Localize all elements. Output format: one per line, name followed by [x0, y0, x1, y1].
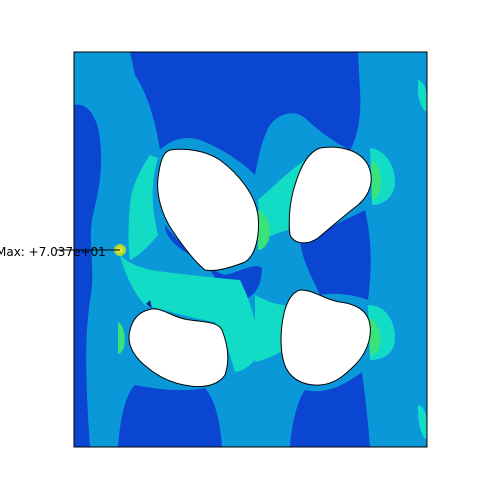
high-band-top-ligament	[258, 160, 305, 240]
high-band-right-middle	[255, 295, 285, 362]
low-band-left	[74, 104, 102, 447]
hole-bottom-left	[128, 308, 229, 388]
high-band-middle	[120, 255, 261, 372]
peak-band-right-bottom	[370, 318, 381, 355]
high-band-edge-bottom	[418, 405, 427, 440]
peak-band-top-ligament	[258, 210, 270, 250]
high-band-left-hole	[128, 155, 158, 260]
low-band-bottom-right	[290, 372, 370, 447]
hole-top-right	[288, 146, 372, 244]
low-band-right	[300, 210, 371, 300]
min-marker	[146, 300, 152, 308]
max-label: Max: +7.037e+01	[0, 245, 106, 259]
peak-band-right-top	[372, 160, 382, 200]
stress-field	[74, 52, 427, 447]
low-band-top	[130, 52, 361, 175]
hole-top-left	[157, 148, 259, 271]
high-band-edge-top	[418, 80, 427, 112]
low-band-bottom-left	[118, 385, 222, 447]
hole-bottom-right	[280, 289, 371, 386]
peak-band-left-bottom	[118, 322, 125, 354]
